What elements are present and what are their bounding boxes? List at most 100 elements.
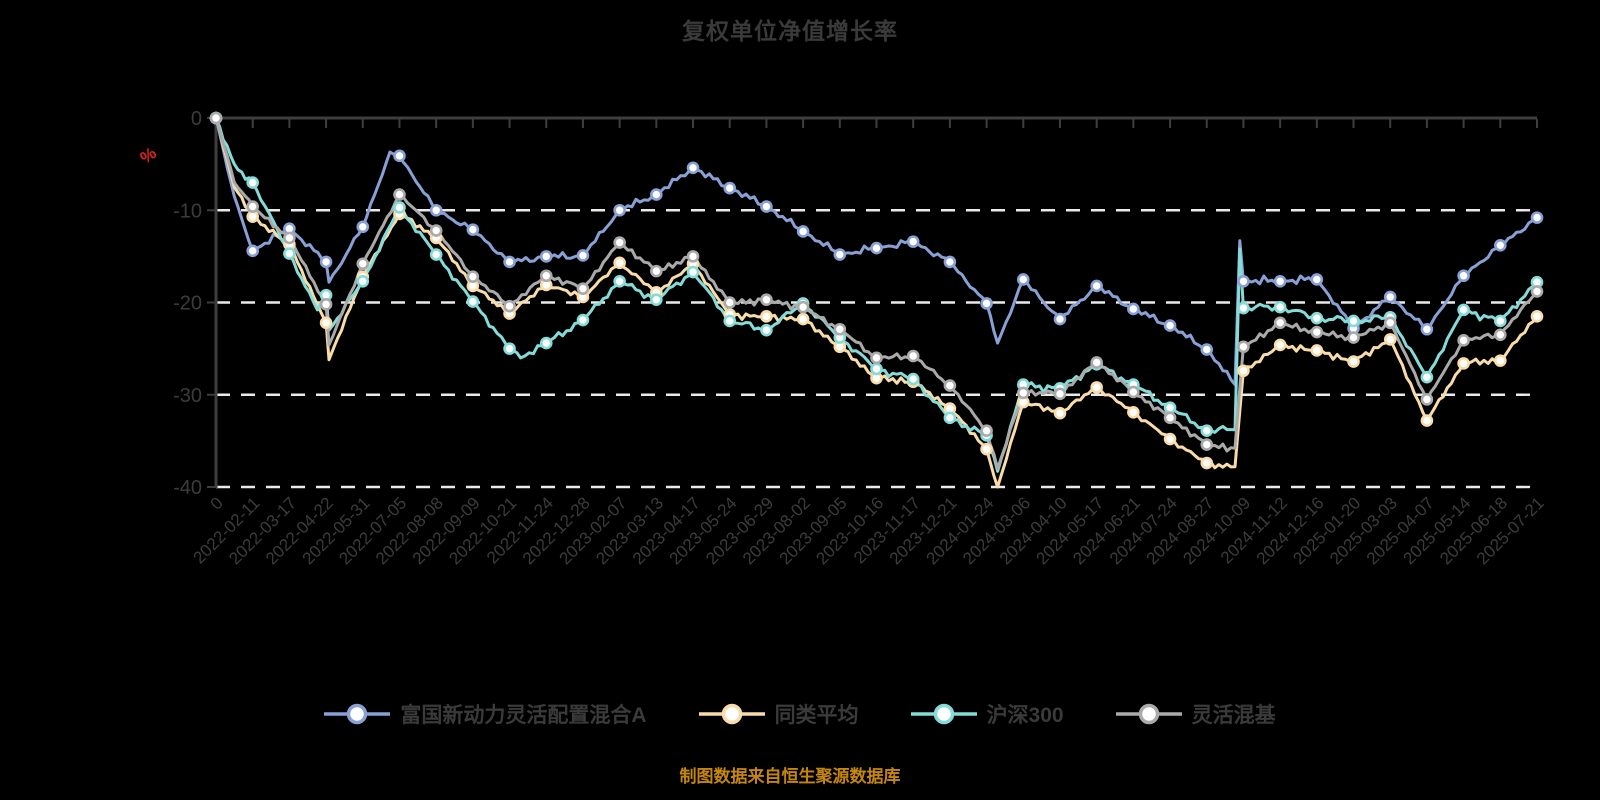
source-note: 制图数据来自恒生聚源数据库	[679, 767, 901, 786]
series-marker-csi300	[943, 411, 957, 425]
series-marker-fund	[319, 255, 333, 269]
chart-title: 复权单位净值增长率	[682, 18, 898, 44]
series-marker-csi300	[650, 293, 663, 307]
series-marker-csi300	[870, 362, 883, 376]
series-marker-fund	[539, 250, 553, 263]
legend-marker-icon	[324, 703, 391, 725]
series-marker-fund	[650, 188, 663, 201]
series-marker-flexible-mix	[686, 250, 700, 263]
series-marker-flexible-mix	[833, 322, 847, 336]
y-axis-label: -20	[173, 293, 202, 315]
series-marker-fund	[1090, 279, 1103, 293]
y-axis-label: 0	[191, 108, 202, 130]
series-marker-flexible-mix	[1383, 316, 1397, 330]
series-line-flexible-mix	[214, 116, 1539, 471]
legend-item-flexible-mix[interactable]: 灵活混基	[1115, 699, 1276, 729]
series-marker-peer-average	[246, 210, 259, 224]
series-marker-flexible-mix	[283, 231, 296, 245]
series-marker-fund	[870, 241, 883, 255]
series-marker-flexible-mix	[723, 296, 737, 309]
series-marker-peer-average	[319, 316, 333, 330]
series-marker-flexible-mix	[356, 257, 370, 271]
series-marker-peer-average	[1457, 357, 1470, 370]
series-marker-peer-average	[1200, 456, 1214, 470]
series-marker-csi300	[1347, 314, 1360, 328]
series-marker-flexible-mix	[1457, 334, 1470, 347]
series-marker-fund	[723, 181, 737, 195]
series-marker-fund	[1053, 312, 1067, 326]
series-marker-peer-average	[1530, 310, 1544, 323]
legend-item-csi300[interactable]: 沪深300	[910, 699, 1064, 729]
series-marker-peer-average	[1273, 338, 1287, 352]
series-marker-peer-average	[1127, 405, 1140, 419]
series-marker-fund	[1273, 274, 1287, 288]
series-marker-csi300	[1237, 301, 1250, 315]
series-marker-csi300	[686, 265, 700, 279]
series-marker-csi300	[356, 274, 370, 288]
series-marker-fund	[613, 203, 626, 217]
series-marker-flexible-mix	[1163, 411, 1177, 425]
series-marker-csi300	[503, 342, 516, 355]
series-marker-flexible-mix	[1273, 316, 1287, 330]
series-marker-peer-average	[796, 312, 810, 326]
legend-marker-icon	[1115, 703, 1182, 725]
series-marker-fund	[429, 203, 443, 217]
legend-item-peer-average[interactable]: 同类平均	[698, 699, 859, 729]
series-marker-flexible-mix	[1016, 386, 1030, 400]
legend: 富国新动力灵活配置混合A 同类平均 沪深300 灵活混基	[0, 699, 1600, 729]
series-marker-flexible-mix	[1237, 340, 1250, 354]
series-marker-peer-average	[613, 256, 626, 270]
series-marker-flexible-mix	[906, 349, 920, 363]
series-marker-fund	[1494, 239, 1507, 252]
series-marker-fund	[356, 220, 370, 234]
series-marker-csi300	[1163, 401, 1177, 414]
series-marker-peer-average	[1347, 355, 1360, 368]
series-marker-peer-average	[1383, 333, 1397, 346]
series-marker-fund	[576, 249, 590, 262]
series-marker-peer-average	[1420, 414, 1434, 427]
legend-label: 富国新动力灵活配置混合A	[400, 704, 647, 727]
series-marker-csi300	[539, 336, 553, 350]
series-marker-flexible-mix	[1420, 393, 1434, 406]
series-marker-fund	[1163, 319, 1177, 332]
series-marker-csi300	[246, 176, 259, 189]
x-axis-label: 0	[207, 493, 227, 513]
series-marker-flexible-mix	[796, 300, 810, 314]
series-marker-fund	[503, 255, 516, 269]
series-marker-fund	[1310, 273, 1324, 286]
series-marker-csi300	[466, 295, 480, 308]
series-marker-csi300	[613, 274, 626, 288]
series-marker-flexible-mix	[980, 424, 993, 438]
series-marker-csi300	[723, 314, 737, 328]
series-marker-csi300	[1494, 314, 1507, 328]
series-marker-flexible-mix	[1347, 331, 1360, 344]
series-marker-flexible-mix	[539, 269, 553, 283]
series-marker-flexible-mix	[943, 379, 957, 392]
series-marker-flexible-mix	[1494, 328, 1507, 342]
series-marker-fund	[246, 244, 259, 258]
y-axis-label: -40	[173, 477, 202, 499]
series-marker-fund	[1200, 343, 1214, 356]
series-marker-flexible-mix	[870, 351, 883, 365]
series-marker-fund	[1530, 211, 1544, 224]
series-marker-peer-average	[1494, 354, 1507, 367]
series-marker-csi300	[283, 247, 296, 260]
series-marker-fund	[906, 235, 920, 248]
legend-marker-icon	[910, 703, 977, 725]
series-marker-flexible-mix	[1053, 387, 1067, 401]
legend-label: 同类平均	[774, 704, 859, 727]
series-marker-csi300	[1200, 424, 1214, 438]
y-axis-label: -30	[173, 385, 202, 407]
series-marker-fund	[833, 248, 847, 261]
series-marker-flexible-mix	[503, 299, 516, 313]
series-marker-flexible-mix	[613, 236, 626, 249]
series-marker-fund	[760, 200, 773, 213]
series-marker-csi300	[1273, 300, 1287, 314]
series-marker-flexible-mix	[1530, 285, 1544, 298]
series-marker-fund	[393, 149, 406, 163]
series-marker-flexible-mix	[576, 282, 590, 295]
legend-item-fund[interactable]: 富国新动力灵活配置混合A	[324, 699, 647, 729]
series-marker-peer-average	[1090, 381, 1103, 394]
series-marker-fund	[1016, 273, 1030, 286]
